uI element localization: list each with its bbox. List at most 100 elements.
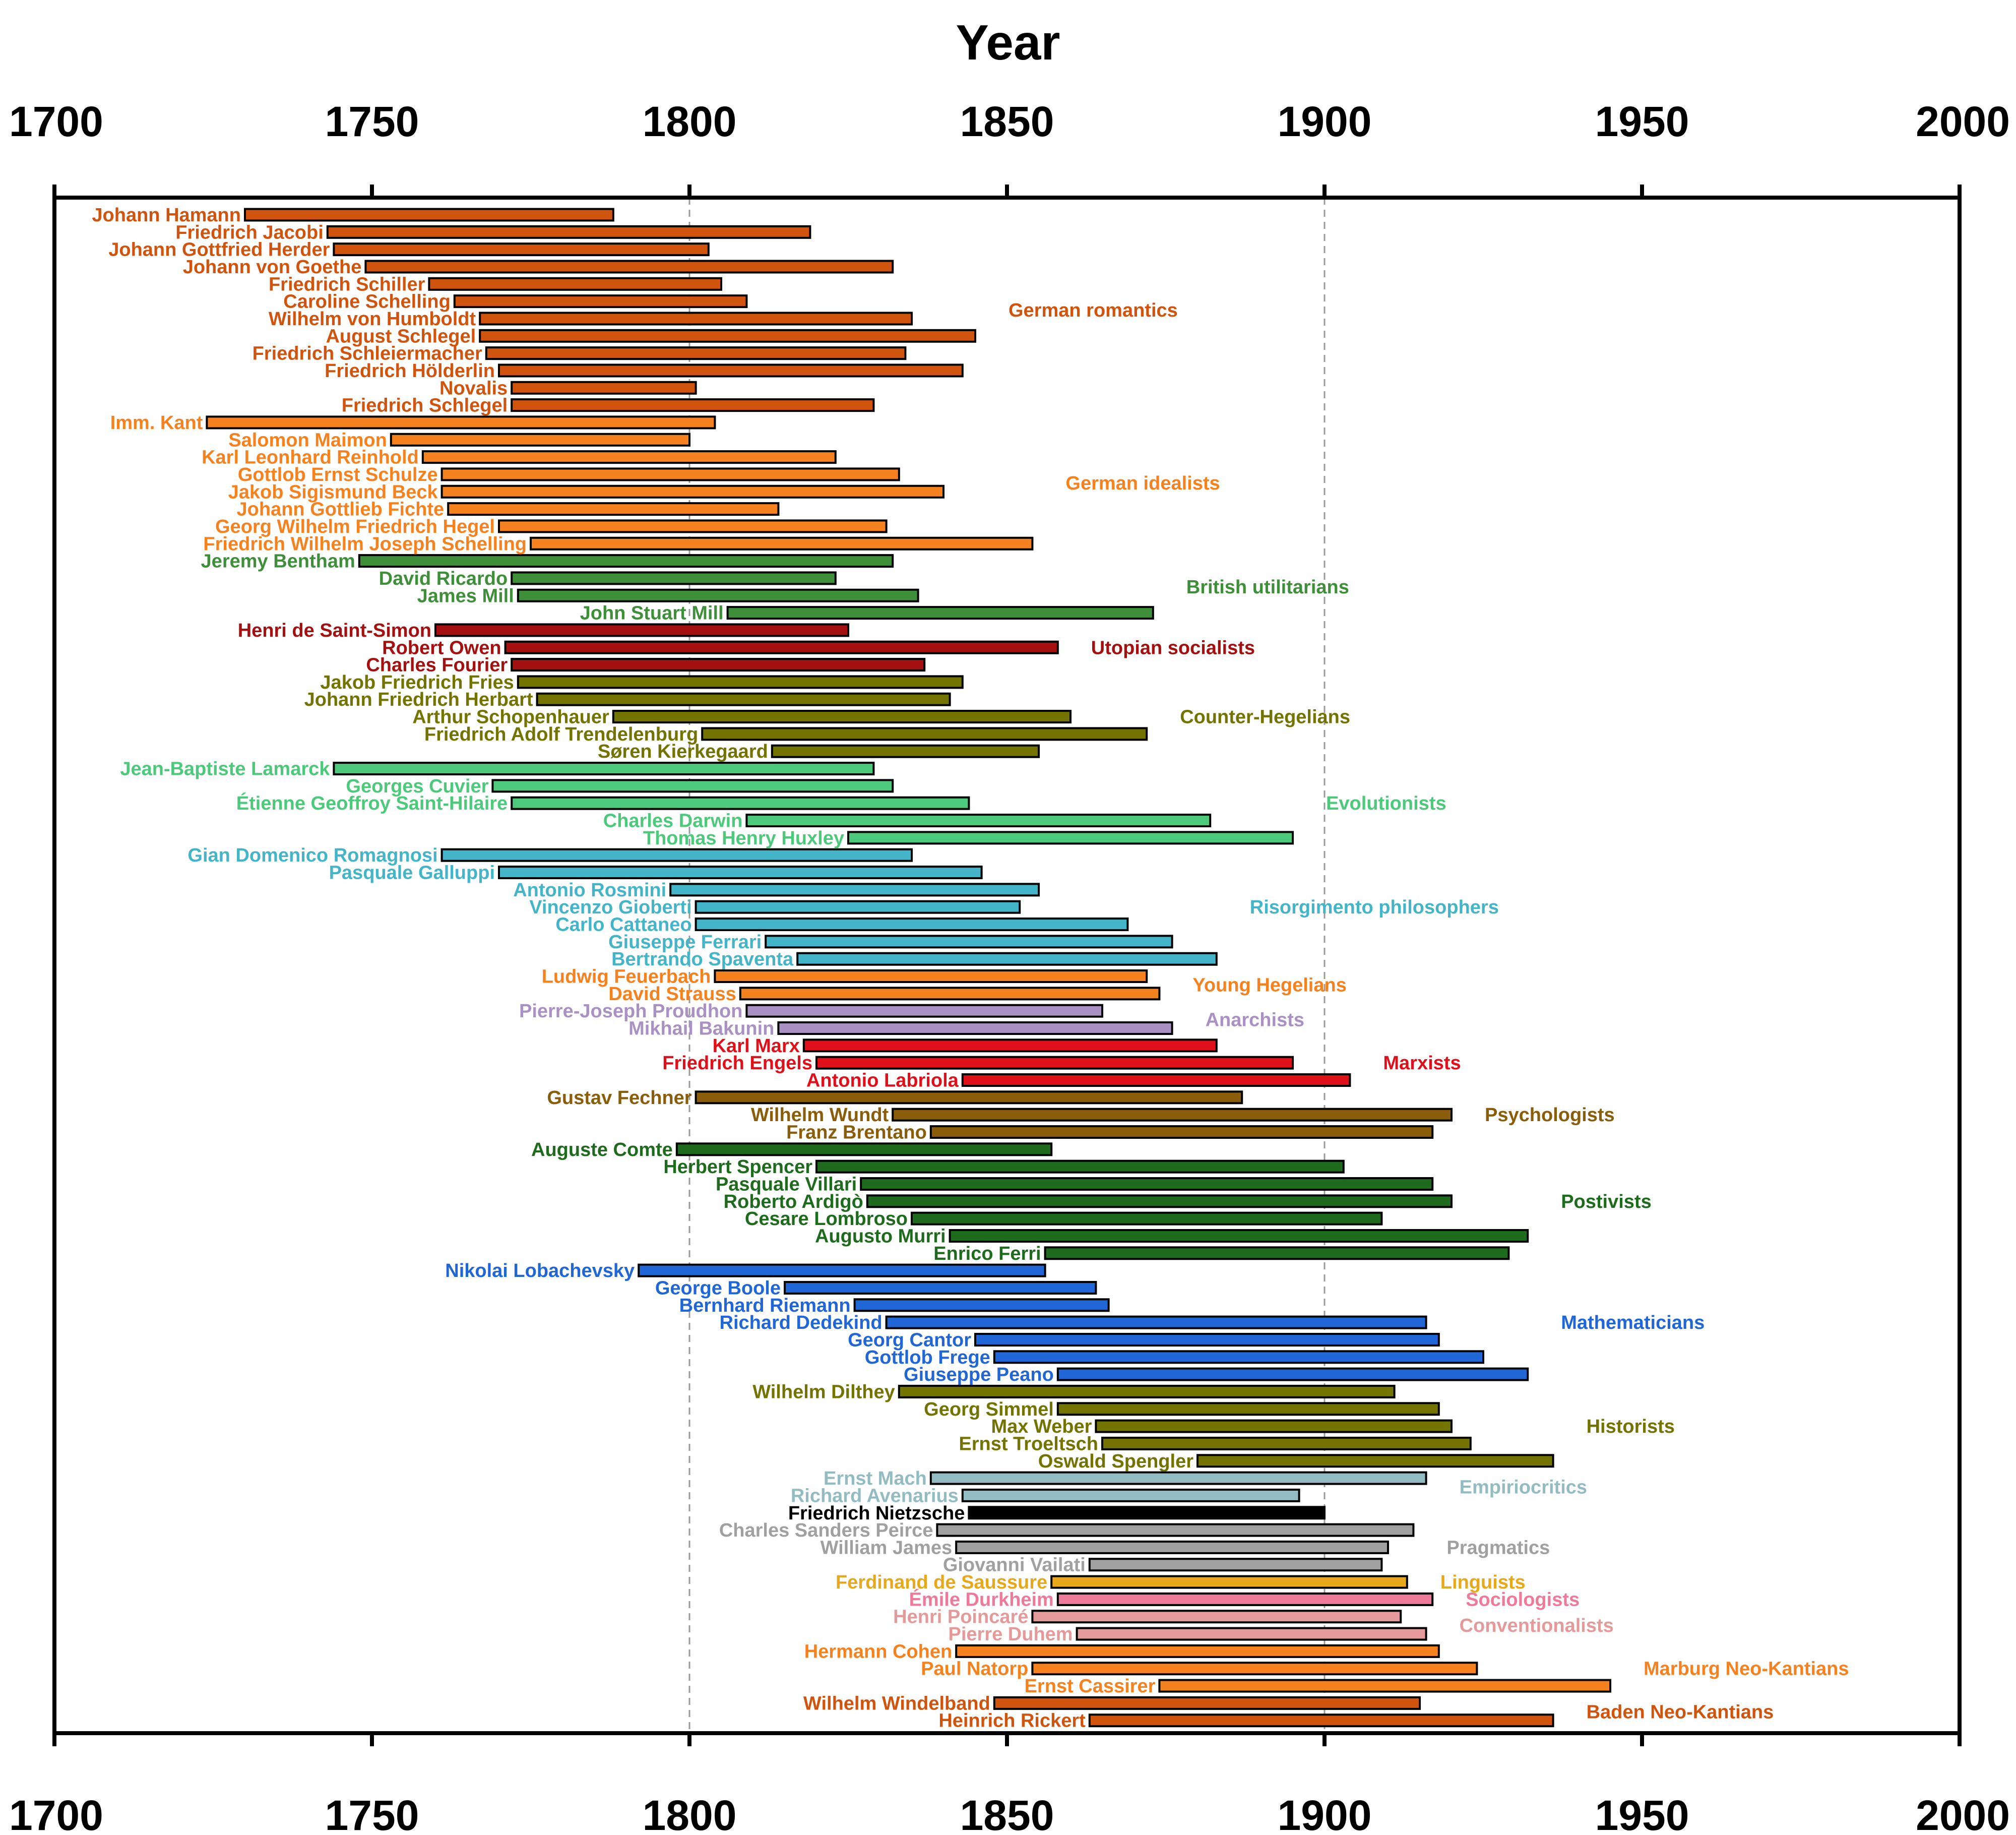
bar-wilhelm-windelband (993, 1696, 1421, 1710)
x-axis-title: Year (956, 15, 1060, 70)
axis-ticks: 1700 1700 1750 1750 1800 1800 1850 1850 1900 1900… (9, 98, 2010, 1835)
bar-mikhail-bakunin (777, 1021, 1173, 1035)
label-wilhelm-von-humboldt: Wilhelm von Humboldt (269, 309, 476, 330)
label-jakob-friedrich-fries: Jakob Friedrich Fries (320, 672, 514, 693)
label-wilhelm-windelband: Wilhelm Windelband (803, 1693, 990, 1714)
label-david-ricardo: David Ricardo (379, 568, 508, 589)
bar-auguste-comte (675, 1142, 1053, 1156)
label-arthur-schopenhauer: Arthur Schopenhauer (412, 707, 609, 728)
bar-robert-owen (504, 640, 1059, 654)
label-augusto-murri: Augusto Murri (815, 1226, 946, 1247)
group-label-empiriocritics: Empiriocritics (1460, 1477, 1587, 1498)
bar-friedrich-engels (815, 1056, 1294, 1070)
bar-bertrando-spaventa (796, 952, 1218, 966)
bar-antonio-rosmini (669, 883, 1040, 897)
bottom-tick-label-1750: 1750 (325, 1792, 419, 1835)
label-max-weber: Max Weber (991, 1416, 1092, 1437)
bar-johann-gottlieb-fichte (447, 502, 780, 516)
label-salomon-maimon: Salomon Maimon (228, 430, 387, 451)
label-karl-leonhard-reinhold: Karl Leonhard Reinhold (202, 447, 419, 468)
bottom-tick-label-1700: 1700 (9, 1792, 103, 1835)
label-friedrich-jacobi: Friedrich Jacobi (175, 222, 324, 243)
label-richard-avenarius: Richard Avenarius (791, 1485, 959, 1506)
bar-friedrich-schiller (428, 277, 722, 291)
bar-friedrich-schleiermacher (485, 346, 907, 360)
bar-etienne-geoffroy-saint-hilaire (511, 796, 970, 810)
label-pasquale-villari: Pasquale Villari (716, 1174, 857, 1195)
bar-ernst-cassirer (1158, 1679, 1611, 1693)
label-ludwig-feuerbach: Ludwig Feuerbach (542, 966, 711, 988)
bar-gottlob-ernst-schulze (440, 467, 900, 481)
label-giuseppe-peano: Giuseppe Peano (904, 1364, 1054, 1385)
label-gustav-fechner: Gustav Fechner (547, 1087, 691, 1109)
bar-ernst-mach (929, 1471, 1427, 1485)
label-james-mill: James Mill (417, 585, 514, 606)
bar-friedrich-jacobi (326, 225, 811, 239)
label-oswald-spengler: Oswald Spengler (1038, 1451, 1194, 1472)
group-label-linguists: Linguists (1440, 1572, 1526, 1593)
bar-pierre-joseph-proudhon (745, 1004, 1103, 1018)
bar-enrico-ferri (1044, 1246, 1510, 1260)
bar-carlo-cattaneo (695, 918, 1129, 932)
bar-james-mill (517, 588, 919, 602)
bar-henri-poincare (1031, 1610, 1402, 1624)
bottom-tick-label-1900: 1900 (1278, 1792, 1372, 1835)
label-thomas-henry-huxley: Thomas Henry Huxley (643, 828, 844, 849)
label-georg-wilhelm-friedrich-hegel: Georg Wilhelm Friedrich Hegel (215, 516, 495, 537)
label-bertrando-spaventa: Bertrando Spaventa (611, 949, 794, 970)
bar-charles-fourier (511, 658, 926, 672)
bar-david-strauss (739, 987, 1161, 1001)
label-giuseppe-ferrari: Giuseppe Ferrari (608, 932, 762, 953)
label-friedrich-adolf-trendelenburg: Friedrich Adolf Trendelenburg (424, 724, 698, 745)
label-friedrich-nietzsche: Friedrich Nietzsche (788, 1503, 965, 1524)
bar-charles-sanders-peirce (936, 1523, 1415, 1537)
label-wilhelm-wundt: Wilhelm Wundt (751, 1105, 889, 1126)
label-herbert-spencer: Herbert Spencer (663, 1156, 812, 1178)
bar-ludwig-feuerbach (714, 969, 1148, 984)
bar-vincenzo-gioberti (695, 900, 1021, 914)
bar-william-james (955, 1540, 1389, 1554)
bar-richard-dedekind (885, 1315, 1427, 1329)
timeline-bars (206, 208, 1611, 1728)
label-antonio-rosmini: Antonio Rosmini (513, 880, 666, 901)
bar-johann-gottfried-herder (333, 242, 710, 257)
group-label-risorgimento-philosophers: Risorgimento philosophers (1250, 897, 1499, 918)
bar-georg-simmel (1056, 1402, 1440, 1416)
label-johann-gottlieb-fichte: Johann Gottlieb Fichte (237, 499, 445, 520)
bar-ferdinand-de-saussure (1050, 1575, 1408, 1589)
bottom-tick-label-2000: 2000 (1916, 1792, 2010, 1835)
bar-karl-marx (802, 1038, 1218, 1053)
top-tick-label-1850: 1850 (960, 98, 1054, 145)
label-caroline-schelling: Caroline Schelling (283, 291, 451, 313)
label-johann-von-goethe: Johann von Goethe (183, 257, 362, 278)
label-ernst-troeltsch: Ernst Troeltsch (959, 1433, 1098, 1454)
label-vincenzo-gioberti: Vincenzo Gioberti (529, 897, 691, 918)
bar-henri-de-saint-simon (434, 623, 849, 637)
label-george-boole: George Boole (655, 1277, 781, 1299)
bar-august-schlegel (479, 329, 976, 343)
bar-paul-natorp (1031, 1662, 1478, 1676)
bar-gustav-fechner (695, 1090, 1243, 1105)
top-tick-label-1700: 1700 (9, 98, 103, 145)
label-john-stuart-mill: John Stuart Mill (580, 603, 724, 624)
bar-pasquale-galluppi (498, 866, 983, 880)
label-wilhelm-dilthey: Wilhelm Dilthey (752, 1381, 895, 1402)
bar-friedrich-wilhelm-joseph-schelling (530, 536, 1034, 550)
top-tick-label-1900: 1900 (1278, 98, 1372, 145)
label-paul-natorp: Paul Natorp (921, 1659, 1028, 1680)
label-heinrich-rickert: Heinrich Rickert (938, 1710, 1086, 1732)
bar-jean-baptiste-lamarck (333, 762, 875, 776)
bar-caroline-schelling (453, 294, 748, 309)
label-novalis: Novalis (439, 378, 508, 399)
bar-george-boole (784, 1280, 1097, 1295)
bar-heinrich-rickert (1088, 1714, 1554, 1728)
bar-wilhelm-dilthey (898, 1384, 1396, 1398)
bottom-tick-label-1850: 1850 (960, 1792, 1054, 1835)
group-label-evolutionists: Evolutionists (1326, 793, 1446, 814)
group-label-counter-hegelians: Counter-Hegelians (1180, 707, 1350, 728)
bar-georg-wilhelm-friedrich-hegel (498, 519, 888, 533)
label-georges-cuvier: Georges Cuvier (346, 776, 488, 797)
label-charles-fourier: Charles Fourier (366, 655, 508, 676)
